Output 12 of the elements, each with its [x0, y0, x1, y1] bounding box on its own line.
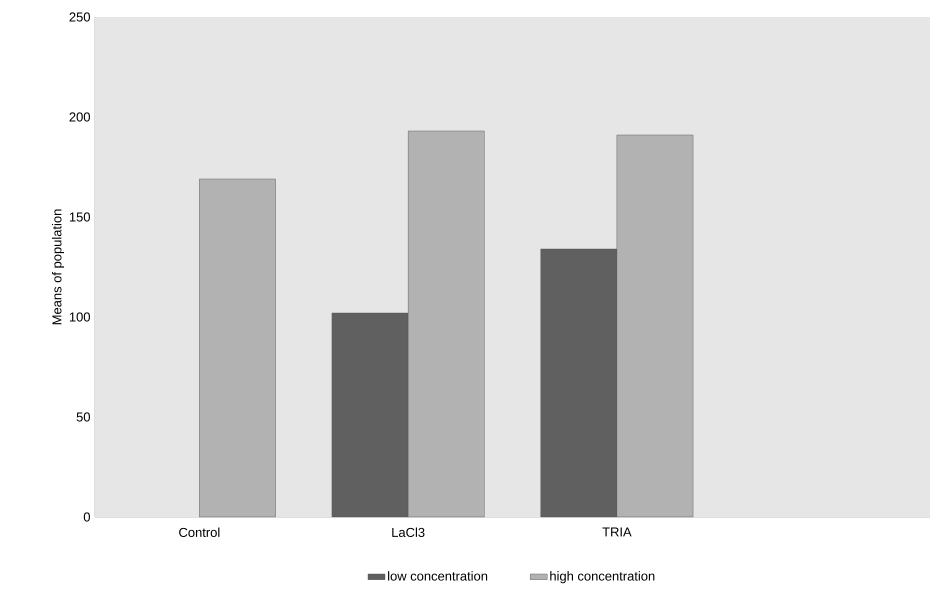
legend-label: low concentration [388, 571, 488, 581]
y-axis-title: Means of population [52, 210, 64, 324]
y-tick-label: 200 [70, 112, 90, 122]
y-tick-label: 250 [70, 12, 90, 22]
y-tick-label: 0 [84, 512, 90, 522]
y-tick-label: 100 [70, 312, 90, 322]
y-tick-label: 150 [70, 212, 90, 222]
legend-label: high concentration [550, 571, 654, 584]
x-tick-label: LaCl3 [392, 527, 424, 538]
x-tick-label: Control [179, 527, 220, 538]
y-tick-label: 50 [76, 412, 90, 422]
x-tick-label: TRIA [602, 528, 632, 536]
